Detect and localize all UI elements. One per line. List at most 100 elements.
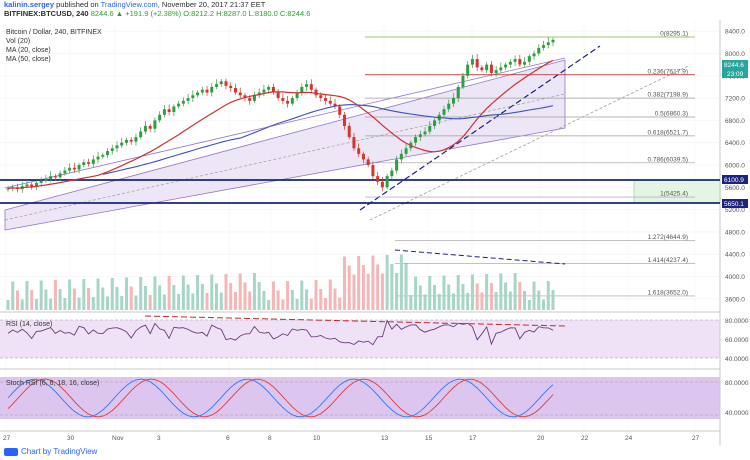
volume-bar [15, 290, 19, 310]
time-tick-label: 15 [425, 435, 433, 442]
volume-bar [480, 292, 484, 310]
candle-body [243, 95, 247, 99]
candle-body [504, 64, 508, 68]
candle-body [58, 173, 62, 178]
footer-text[interactable]: Chart by TradingView [21, 447, 98, 456]
legend-title: Bitcoin / Dollar, 240, BITFINEX [6, 29, 102, 36]
candle-body [499, 67, 503, 71]
candle-body [82, 162, 86, 165]
rsi-tick-label: 40.0000 [725, 356, 749, 363]
time-tick-label: 13 [381, 435, 389, 442]
volume-bar [44, 289, 48, 310]
candle-body [63, 170, 67, 174]
rsi-tick-label: 80.0000 [725, 318, 749, 325]
candle-body [399, 153, 403, 160]
candle-body [300, 86, 304, 93]
candle-body [371, 165, 375, 177]
volume-bar [106, 296, 110, 310]
candle-body [262, 89, 266, 93]
published-text: published on [56, 0, 99, 9]
time-tick-label: 27 [3, 435, 11, 442]
volume-bar [158, 285, 162, 310]
volume-bar [447, 284, 451, 310]
candle-body [380, 181, 384, 188]
candle-body [489, 64, 493, 73]
time-tick-label: 3 [157, 435, 161, 442]
candle-body [466, 64, 470, 76]
candle-body [167, 109, 171, 113]
countdown-text: 23:09 [727, 71, 744, 78]
volume-bar [433, 285, 437, 310]
volume-bar [338, 297, 342, 310]
volume-bar [546, 281, 550, 310]
candle-body [229, 85, 233, 89]
rsi-line [7, 319, 554, 346]
volume-bar [233, 292, 237, 310]
candle-body [333, 103, 337, 107]
candle-body [475, 59, 479, 68]
volume-bar [238, 273, 242, 310]
volume-bar [30, 290, 34, 310]
volume-bar [68, 279, 72, 310]
volume-bar [513, 273, 517, 310]
time-axis-ticks: 27 30 Nov 3 6 8 10 13 15 17 20 22 24 27 [3, 435, 700, 442]
volume-bar [196, 275, 200, 310]
candle-body [271, 86, 275, 93]
volume-bar [376, 264, 380, 310]
fib-level-label: 0.618(6521.7) [648, 129, 688, 136]
candle-body [314, 89, 318, 96]
volume-bar [139, 277, 143, 310]
volume-bar [523, 291, 527, 310]
publish-date: , November 20, 2017 21:37 EET [157, 0, 266, 9]
volume-bar [290, 290, 294, 310]
volume-bar [172, 285, 176, 310]
rsi-pane-band [0, 320, 720, 358]
price-tick-label: 6800.0 [725, 118, 745, 125]
candle-body [186, 98, 190, 101]
candle-body [324, 98, 328, 101]
volume-bar [177, 294, 181, 310]
ma50-line [102, 104, 554, 175]
candle-body [162, 109, 166, 115]
volume-bar [181, 275, 185, 310]
candle-body [342, 114, 346, 126]
candle-body [551, 39, 555, 43]
volume-bar [49, 298, 53, 310]
candle-body [518, 59, 522, 65]
volume-bar [257, 282, 261, 310]
legend-rsi: RSI (14, close) [6, 321, 52, 328]
candle-body [414, 137, 418, 143]
volume-bar [542, 299, 546, 310]
volume-bar [466, 293, 470, 310]
volume-bar [527, 300, 531, 310]
volume-bar [342, 256, 346, 310]
candle-body [72, 167, 76, 170]
volume-bar [205, 293, 209, 310]
candle-body [376, 176, 380, 182]
upper-trendline [4, 57, 566, 189]
fib-level-label: 0.382(7198.9) [648, 92, 688, 99]
fib-level-label: 0(8295.1) [660, 31, 688, 38]
author-link[interactable]: kalinin.sergey [4, 0, 55, 9]
last-price-text: 8244.6 [724, 62, 744, 69]
volume-bar [324, 298, 328, 310]
volume-bar [499, 273, 503, 310]
site-link[interactable]: TradingView.com [100, 0, 158, 9]
candle-body [49, 176, 53, 179]
candle-body [25, 184, 29, 187]
volume-bar [82, 279, 86, 310]
price-chart[interactable]: 0(8295.1) 0.236(7617.9) 0.382(7198.9) 0.5(6… [0, 20, 750, 445]
candle-body [527, 56, 531, 62]
time-tick-label: 6 [226, 435, 230, 442]
candle-body [267, 86, 271, 90]
candle-body [87, 162, 91, 164]
time-tick-label: 20 [537, 435, 545, 442]
volume-bar [456, 275, 460, 310]
volume-bar [20, 299, 24, 310]
price-tick-label: 4000.0 [725, 274, 745, 281]
support-upper-text: 6100.9 [724, 177, 744, 184]
price-tick-label: 7200.0 [725, 96, 745, 103]
volume-bar [262, 291, 266, 310]
tradingview-logo-icon [4, 447, 18, 456]
volume-bar [305, 289, 309, 310]
